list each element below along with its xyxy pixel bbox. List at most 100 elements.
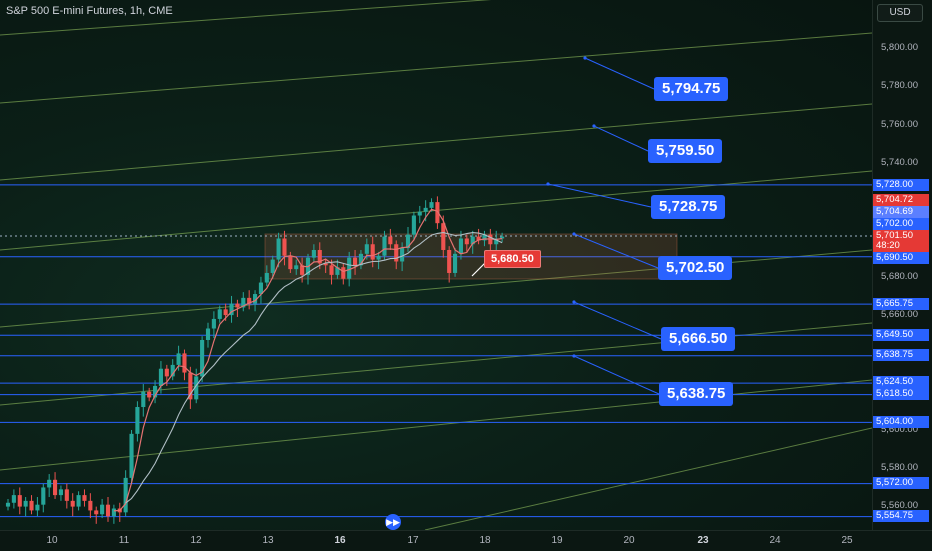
- candle[interactable]: [429, 202, 434, 208]
- price-axis[interactable]: 5,800.00 5,780.00 5,760.00 5,740.00 5,68…: [872, 0, 932, 530]
- fast-forward-icon[interactable]: ▶▶: [385, 514, 401, 530]
- candle[interactable]: [347, 257, 352, 279]
- candle[interactable]: [270, 259, 275, 273]
- candle[interactable]: [29, 500, 34, 511]
- candle[interactable]: [394, 244, 399, 262]
- candle[interactable]: [182, 353, 187, 373]
- candle[interactable]: [141, 391, 146, 408]
- candle[interactable]: [329, 265, 334, 275]
- candle[interactable]: [476, 236, 481, 241]
- channel-line[interactable]: [0, 103, 872, 181]
- candle[interactable]: [464, 238, 469, 245]
- callout-5728[interactable]: 5,728.75: [651, 195, 726, 219]
- channel-line[interactable]: [0, 0, 872, 36]
- candle[interactable]: [376, 255, 381, 260]
- candle[interactable]: [241, 297, 246, 308]
- candle[interactable]: [500, 236, 505, 239]
- symbol-title[interactable]: S&P 500 E-mini Futures, 1h, CME: [6, 5, 173, 17]
- candle[interactable]: [176, 353, 181, 365]
- candle[interactable]: [458, 238, 463, 254]
- candle[interactable]: [11, 495, 16, 503]
- candle[interactable]: [111, 508, 116, 517]
- candle[interactable]: [53, 479, 58, 496]
- candle[interactable]: [417, 211, 422, 216]
- candle[interactable]: [264, 272, 269, 283]
- callout-5759[interactable]: 5,759.50: [648, 139, 723, 163]
- candle[interactable]: [447, 249, 452, 273]
- candle[interactable]: [147, 391, 152, 398]
- candle[interactable]: [41, 487, 46, 505]
- candle[interactable]: [88, 500, 93, 511]
- callout-5702[interactable]: 5,702.50: [658, 256, 733, 280]
- candle[interactable]: [370, 244, 375, 260]
- candle[interactable]: [82, 495, 87, 501]
- candle[interactable]: [258, 282, 263, 295]
- currency-selector[interactable]: USD: [877, 4, 923, 22]
- candle[interactable]: [105, 504, 111, 517]
- candle[interactable]: [482, 234, 487, 241]
- candle[interactable]: [35, 504, 40, 511]
- candle[interactable]: [170, 364, 175, 377]
- candle[interactable]: [64, 489, 69, 501]
- candle[interactable]: [211, 318, 216, 329]
- candle[interactable]: [405, 234, 411, 249]
- candle[interactable]: [470, 236, 475, 245]
- candle[interactable]: [153, 385, 158, 398]
- candle[interactable]: [323, 263, 328, 266]
- callout-5794[interactable]: 5,794.75: [654, 77, 729, 101]
- candle[interactable]: [135, 407, 140, 434]
- candle[interactable]: [47, 479, 52, 488]
- candle[interactable]: [341, 267, 346, 279]
- callout-5666[interactable]: 5,666.50: [661, 327, 736, 351]
- candle[interactable]: [205, 328, 211, 340]
- candle[interactable]: [253, 294, 258, 304]
- candle[interactable]: [123, 477, 128, 513]
- candle[interactable]: [23, 500, 28, 507]
- candle[interactable]: [276, 238, 281, 260]
- candle[interactable]: [229, 303, 234, 316]
- candle[interactable]: [235, 303, 240, 308]
- candle[interactable]: [364, 244, 369, 254]
- candle[interactable]: [388, 236, 393, 245]
- callout-5638[interactable]: 5,638.75: [659, 382, 734, 406]
- candle[interactable]: [300, 265, 305, 275]
- candle[interactable]: [311, 249, 316, 258]
- candle[interactable]: [76, 495, 81, 507]
- candle[interactable]: [358, 253, 363, 266]
- price-chart[interactable]: [0, 0, 872, 530]
- candle[interactable]: [194, 376, 199, 400]
- candle[interactable]: [400, 248, 405, 262]
- candle[interactable]: [453, 253, 458, 273]
- time-axis[interactable]: [0, 530, 932, 551]
- candle[interactable]: [247, 297, 252, 304]
- candle[interactable]: [58, 489, 63, 496]
- candle[interactable]: [317, 249, 322, 264]
- candle[interactable]: [200, 339, 205, 377]
- candle[interactable]: [164, 368, 169, 377]
- candle[interactable]: [423, 207, 428, 212]
- candle[interactable]: [158, 368, 163, 386]
- channel-line[interactable]: [424, 427, 872, 530]
- candle[interactable]: [17, 495, 22, 507]
- chart-area[interactable]: S&P 500 E-mini Futures, 1h, CME 5,794.75…: [0, 0, 872, 530]
- candle[interactable]: [70, 500, 75, 507]
- candle[interactable]: [282, 238, 287, 256]
- candle[interactable]: [188, 372, 193, 400]
- channel-line[interactable]: [0, 32, 872, 104]
- candle[interactable]: [217, 309, 222, 319]
- candle[interactable]: [494, 238, 499, 245]
- candle[interactable]: [382, 236, 387, 256]
- candle[interactable]: [5, 502, 11, 507]
- candle[interactable]: [435, 202, 440, 224]
- candle[interactable]: [288, 255, 293, 270]
- candle[interactable]: [335, 267, 340, 275]
- candle[interactable]: [441, 223, 446, 250]
- candle[interactable]: [94, 510, 99, 515]
- candle[interactable]: [100, 504, 105, 515]
- candle[interactable]: [411, 215, 416, 235]
- candle[interactable]: [129, 433, 134, 478]
- price-annotation[interactable]: 5,680.50: [484, 250, 541, 268]
- candle[interactable]: [223, 309, 228, 316]
- candle[interactable]: [353, 257, 358, 266]
- candle[interactable]: [294, 265, 299, 270]
